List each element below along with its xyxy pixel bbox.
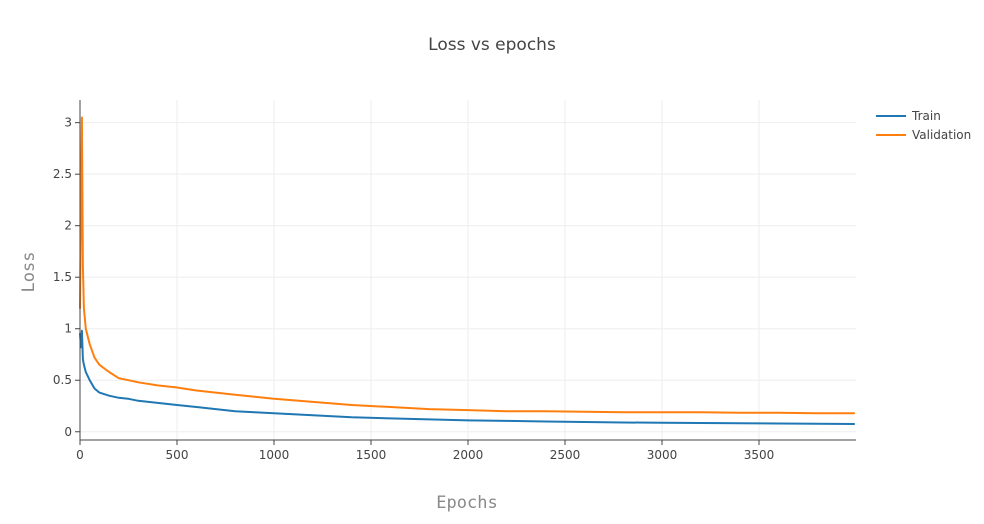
x-tick-label: 0 bbox=[76, 448, 84, 462]
x-tick-label: 3000 bbox=[647, 448, 678, 462]
legend-label-validation: Validation bbox=[912, 128, 971, 142]
legend: Train Validation bbox=[876, 109, 971, 142]
x-tick-label: 2500 bbox=[550, 448, 581, 462]
x-tick-label: 3500 bbox=[744, 448, 775, 462]
y-axis-title: Loss bbox=[19, 252, 39, 293]
y-tick-label: 2 bbox=[64, 219, 72, 233]
x-tick-label: 1000 bbox=[259, 448, 290, 462]
y-tick-label: 3 bbox=[64, 116, 72, 130]
y-tick-label: 0.5 bbox=[53, 373, 72, 387]
chart-title: Loss vs epochs bbox=[428, 35, 556, 55]
x-tick-label: 2000 bbox=[453, 448, 484, 462]
y-tick-label: 2.5 bbox=[53, 167, 72, 181]
y-tick-label: 0 bbox=[64, 425, 72, 439]
series-line-validation bbox=[79, 116, 856, 415]
y-tick-label: 1 bbox=[64, 322, 72, 336]
x-axis-ticks: 0 500 1000 1500 2000 2500 3000 3500 bbox=[76, 440, 774, 462]
x-axis-title: Epochs bbox=[436, 493, 497, 513]
grid bbox=[80, 100, 856, 440]
series-line-train bbox=[79, 329, 856, 425]
series-group bbox=[79, 116, 856, 425]
x-tick-label: 1500 bbox=[356, 448, 387, 462]
y-tick-label: 1.5 bbox=[53, 270, 72, 284]
y-axis-ticks: 0 0.5 1 1.5 2 2.5 3 bbox=[53, 116, 80, 439]
x-tick-label: 500 bbox=[166, 448, 189, 462]
legend-label-train: Train bbox=[911, 109, 941, 123]
